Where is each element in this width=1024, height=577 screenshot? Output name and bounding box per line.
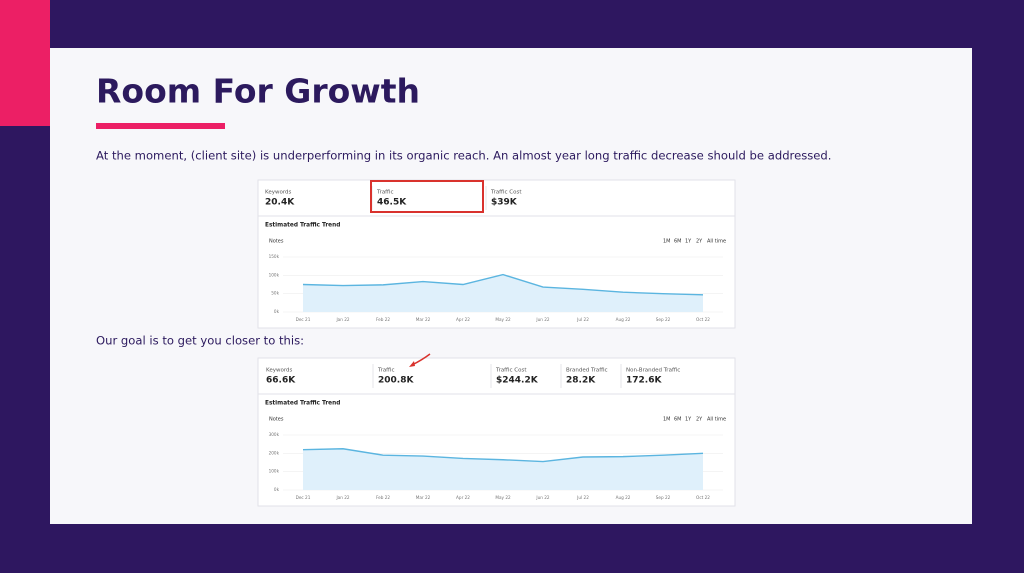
range-button[interactable]: 1Y: [685, 239, 692, 245]
y-tick-label: 300k: [269, 432, 280, 437]
x-tick-label: Mar 22: [416, 317, 431, 322]
x-tick-label: Oct 22: [696, 317, 710, 322]
goal-text: Our goal is to get you closer to this:: [96, 334, 304, 348]
metric-label: Traffic Cost: [490, 190, 522, 196]
x-tick-label: Jul 22: [576, 317, 589, 322]
metric-value: 20.4K: [265, 198, 295, 208]
range-button[interactable]: All time: [707, 239, 726, 245]
metric-label: Traffic: [377, 368, 395, 374]
intro-text: At the moment, (client site) is underper…: [96, 149, 831, 163]
line: [302, 448, 704, 463]
highlight-box: [370, 180, 484, 213]
metric-value: 200.8K: [378, 376, 414, 386]
x-tick-label: May 22: [495, 495, 511, 500]
chart-title: Estimated Traffic Trend: [265, 223, 340, 229]
area: [303, 448, 703, 490]
range-button[interactable]: 1M: [663, 239, 671, 245]
y-tick-label: 0k: [274, 487, 280, 492]
metric-value: $244.2K: [496, 376, 539, 386]
x-tick-label: May 22: [495, 317, 511, 322]
x-tick-label: Dec 21: [296, 317, 311, 322]
metric-value: 66.6K: [266, 376, 296, 386]
x-tick-label: Apr 22: [456, 495, 470, 500]
metric-label: Non-Branded Traffic: [626, 368, 680, 374]
x-tick-label: Jan 22: [335, 495, 349, 500]
x-tick-label: Jan 22: [335, 317, 349, 322]
x-tick-label: Jun 22: [535, 495, 550, 500]
x-tick-label: Feb 22: [376, 495, 390, 500]
notes-button: Notes: [269, 239, 284, 245]
metric-label: Keywords: [266, 368, 292, 374]
metric-value: $39K: [491, 198, 518, 208]
range-button[interactable]: 6M: [674, 417, 682, 423]
y-tick-label: 0k: [274, 309, 280, 314]
accent-square: [0, 0, 50, 126]
line: [302, 273, 704, 296]
range-button[interactable]: 2Y: [696, 239, 703, 245]
metric-value: 46.5K: [377, 198, 407, 208]
y-tick-label: 150k: [269, 254, 280, 259]
x-tick-label: Dec 21: [296, 495, 311, 500]
area: [303, 274, 703, 312]
title-underline: [96, 123, 225, 129]
x-tick-label: Oct 22: [696, 495, 710, 500]
x-tick-label: Jun 22: [535, 317, 550, 322]
x-tick-label: Aug 22: [616, 317, 631, 322]
x-tick-label: Mar 22: [416, 495, 431, 500]
x-tick-label: Sep 22: [656, 495, 671, 500]
x-tick-label: Aug 22: [616, 495, 631, 500]
x-tick-label: Sep 22: [656, 317, 671, 322]
y-tick-label: 200k: [269, 450, 280, 455]
x-tick-label: Apr 22: [456, 317, 470, 322]
slide-title: Room For Growth: [96, 72, 420, 111]
metric-value: 28.2K: [566, 376, 596, 386]
metric-label: Branded Traffic: [566, 368, 608, 374]
x-tick-label: Feb 22: [376, 317, 390, 322]
y-tick-label: 50k: [271, 291, 279, 296]
y-tick-label: 100k: [269, 272, 280, 277]
y-tick-label: 100k: [269, 469, 280, 474]
metric-label: Traffic Cost: [495, 368, 527, 374]
x-tick-label: Jul 22: [576, 495, 589, 500]
range-button[interactable]: All time: [707, 417, 726, 423]
metric-label: Traffic: [376, 190, 394, 196]
metric-label: Keywords: [265, 190, 291, 196]
chart-title: Estimated Traffic Trend: [265, 401, 340, 407]
range-button[interactable]: 2Y: [696, 417, 703, 423]
metric-value: 172.6K: [626, 376, 662, 386]
range-button[interactable]: 6M: [674, 239, 682, 245]
red-arrow-head: [409, 361, 415, 367]
notes-button: Notes: [269, 417, 284, 423]
range-button[interactable]: 1M: [663, 417, 671, 423]
range-button[interactable]: 1Y: [685, 417, 692, 423]
